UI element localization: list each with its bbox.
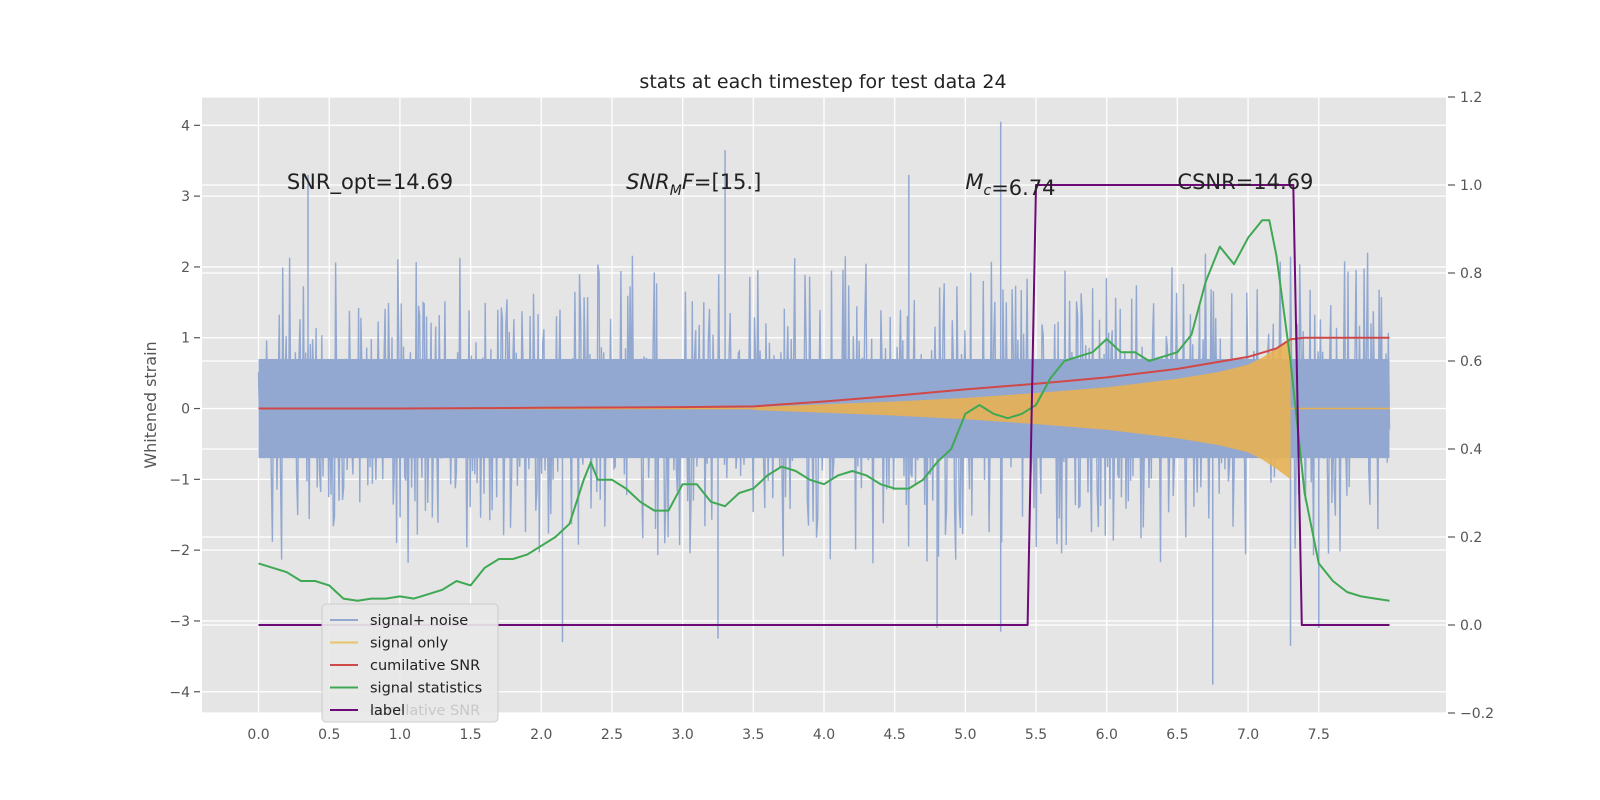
signal-only-chirp [753,337,1291,480]
y-tick-label-1: −3 [169,614,190,630]
annotation-2: Mc=6.74 [965,170,1055,200]
signal-statistics-line [258,219,1390,602]
x-tick-label-2: 1.0 [389,727,411,743]
y-tick-label-4: 0 [181,402,190,418]
y-tick-label-0: −4 [169,685,190,701]
chart-title: stats at each timestep for test data 24 [639,71,1006,93]
secondary-y-axis-ticks: −0.2 0.0 0.2 0.4 0.6 0.8 1.0 1.2 [1448,90,1494,722]
y-axis-label: Whitened strain [141,341,160,468]
legend-label-2: cumilative SNR [370,658,480,674]
x-tick-label-0: 0.0 [247,727,269,743]
x-tick-label-12: 6.0 [1096,727,1118,743]
y2-tick-label-1: 0.0 [1460,618,1482,634]
y2-tick-label-3: 0.4 [1460,442,1482,458]
y2-tick-label-5: 0.8 [1460,266,1482,282]
y-tick-label-5: 1 [181,331,190,347]
cumulative-snr-line [258,336,1390,410]
label-line [258,184,1390,626]
legend-label-1: signal only [370,636,449,652]
x-tick-label-9: 4.5 [884,727,906,743]
annotations: SNR_opt=14.69 SNRMF=[15.] Mc=6.74 CSNR=14.6… [287,170,1314,200]
y2-tick-label-2: 0.2 [1460,530,1482,546]
x-tick-label-3: 1.5 [459,727,481,743]
legend-label-4: label [370,703,405,719]
legend-label-3: signal statistics [370,681,482,697]
x-tick-label-10: 5.0 [954,727,976,743]
annotation-1: SNRMF=[15.] [626,170,761,199]
x-tick-label-15: 7.5 [1308,727,1330,743]
y-tick-label-2: −2 [169,543,190,559]
line-series-layer [258,184,1390,626]
x-tick-label-1: 0.5 [318,727,340,743]
y2-tick-label-4: 0.6 [1460,354,1482,370]
x-tick-label-14: 7.0 [1237,727,1259,743]
y2-tick-label-0: −0.2 [1460,706,1494,722]
legend-ghost-text: cumilative SNR [370,703,480,719]
x-tick-label-4: 2.0 [530,727,552,743]
x-tick-label-13: 6.5 [1166,727,1188,743]
y-tick-label-6: 2 [181,260,190,276]
y2-tick-label-6: 1.0 [1460,178,1482,194]
x-tick-label-8: 4.0 [813,727,835,743]
y-axis-ticks: −4 −3 −2 −1 0 1 2 3 4 [169,118,200,701]
x-axis-ticks: 0.0 0.5 1.0 1.5 2.0 2.5 3.0 3.5 4.0 4.5 5.0 5.5 6.0 6… [247,727,1329,743]
y-tick-label-7: 3 [181,189,190,205]
annotation-0: SNR_opt=14.69 [287,170,453,195]
x-tick-label-7: 3.5 [742,727,764,743]
x-tick-label-6: 3.0 [672,727,694,743]
x-tick-label-5: 2.5 [601,727,623,743]
legend-box [321,603,499,723]
annotation-3: CSNR=14.69 [1177,170,1313,194]
legend: cumilative SNR signal+ noise signal only cu… [321,603,499,723]
x-tick-label-11: 5.5 [1025,727,1047,743]
y2-tick-label-7: 1.2 [1460,90,1482,106]
y-tick-label-8: 4 [181,118,190,134]
legend-label-0: signal+ noise [370,613,468,629]
y-tick-label-3: −1 [169,472,190,488]
